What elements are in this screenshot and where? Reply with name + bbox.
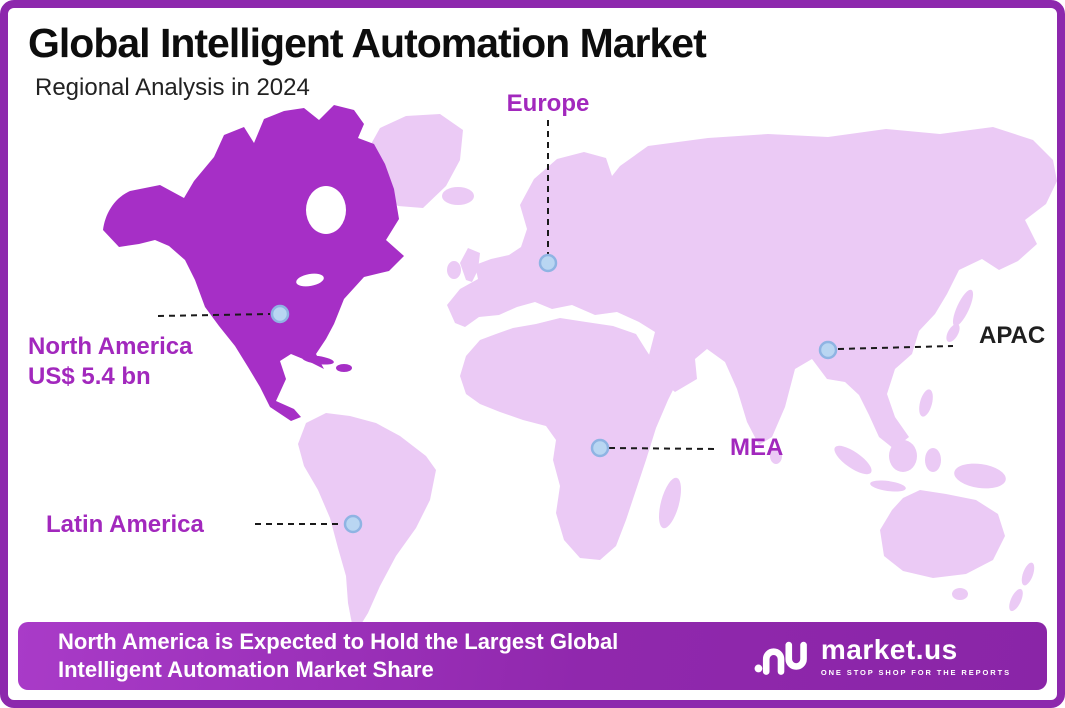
- label-north-america: North America US$ 5.4 bn: [28, 332, 192, 392]
- banner-text-line2: Intelligent Automation Market Share: [58, 657, 434, 682]
- markers: [270, 253, 838, 534]
- region-philippines: [919, 389, 933, 417]
- bottom-banner: North America is Expected to Hold the La…: [18, 622, 1047, 690]
- label-mea: MEA: [730, 434, 784, 461]
- marker-north-america: [270, 304, 290, 324]
- region-new-zealand-north: [1021, 562, 1035, 586]
- region-java: [870, 480, 906, 492]
- page-subtitle: Regional Analysis in 2024: [35, 74, 310, 101]
- region-cuba: [302, 355, 334, 365]
- label-latin-america: Latin America: [46, 511, 204, 538]
- region-uk: [460, 248, 480, 282]
- leader-lines: [157, 120, 954, 525]
- marketus-logo: market.us ONE STOP SHOP FOR THE REPORTS: [753, 635, 1011, 677]
- great-lakes: [296, 273, 324, 287]
- hudson-bay: [306, 186, 346, 234]
- highlight-region-north-america: [103, 105, 404, 421]
- region-japan-main: [952, 289, 974, 327]
- label-apac: APAC: [979, 322, 1046, 349]
- region-sulawesi: [925, 448, 941, 472]
- region-japan-south: [946, 323, 960, 343]
- region-new-zealand-south: [1009, 588, 1023, 612]
- region-madagascar: [659, 477, 681, 529]
- region-north-america: [103, 105, 404, 421]
- region-borneo: [889, 440, 917, 472]
- world-map: [103, 105, 1057, 626]
- water-cutouts: [296, 186, 346, 287]
- marker-europe: [538, 253, 558, 273]
- banner-text-line1: North America is Expected to Hold the La…: [58, 628, 619, 654]
- label-europe: Europe: [506, 90, 590, 117]
- region-sumatra: [834, 445, 872, 475]
- marketus-logo-icon: [754, 641, 807, 675]
- leader-north-america: [157, 313, 271, 317]
- region-australia: [880, 490, 1005, 578]
- marker-mea: [590, 438, 610, 458]
- marker-apac: [818, 340, 838, 360]
- banner-text: North America is Expected to Hold the La…: [58, 628, 618, 684]
- region-hispaniola: [336, 364, 352, 372]
- logo-words: market.us ONE STOP SHOP FOR THE REPORTS: [820, 633, 1011, 677]
- marker-latin-america: [343, 514, 363, 534]
- base-regions: [298, 114, 1057, 626]
- label-north-america-value: US$ 5.4 bn: [28, 363, 151, 390]
- logo-tagline: ONE STOP SHOP FOR THE REPORTS: [820, 667, 1011, 677]
- region-south-america: [298, 413, 436, 626]
- label-north-america-name: North America: [28, 333, 193, 360]
- page-title: Global Intelligent Automation Market: [28, 20, 707, 66]
- leader-mea: [608, 447, 717, 450]
- leader-apac: [837, 345, 954, 350]
- region-africa: [460, 318, 680, 560]
- region-ireland: [447, 261, 461, 279]
- region-tasmania: [952, 588, 968, 600]
- region-new-guinea: [954, 463, 1006, 489]
- logo-name: market.us: [820, 633, 958, 665]
- region-sri-lanka: [770, 448, 782, 464]
- region-iceland: [442, 187, 474, 205]
- region-eurasia: [447, 127, 1057, 449]
